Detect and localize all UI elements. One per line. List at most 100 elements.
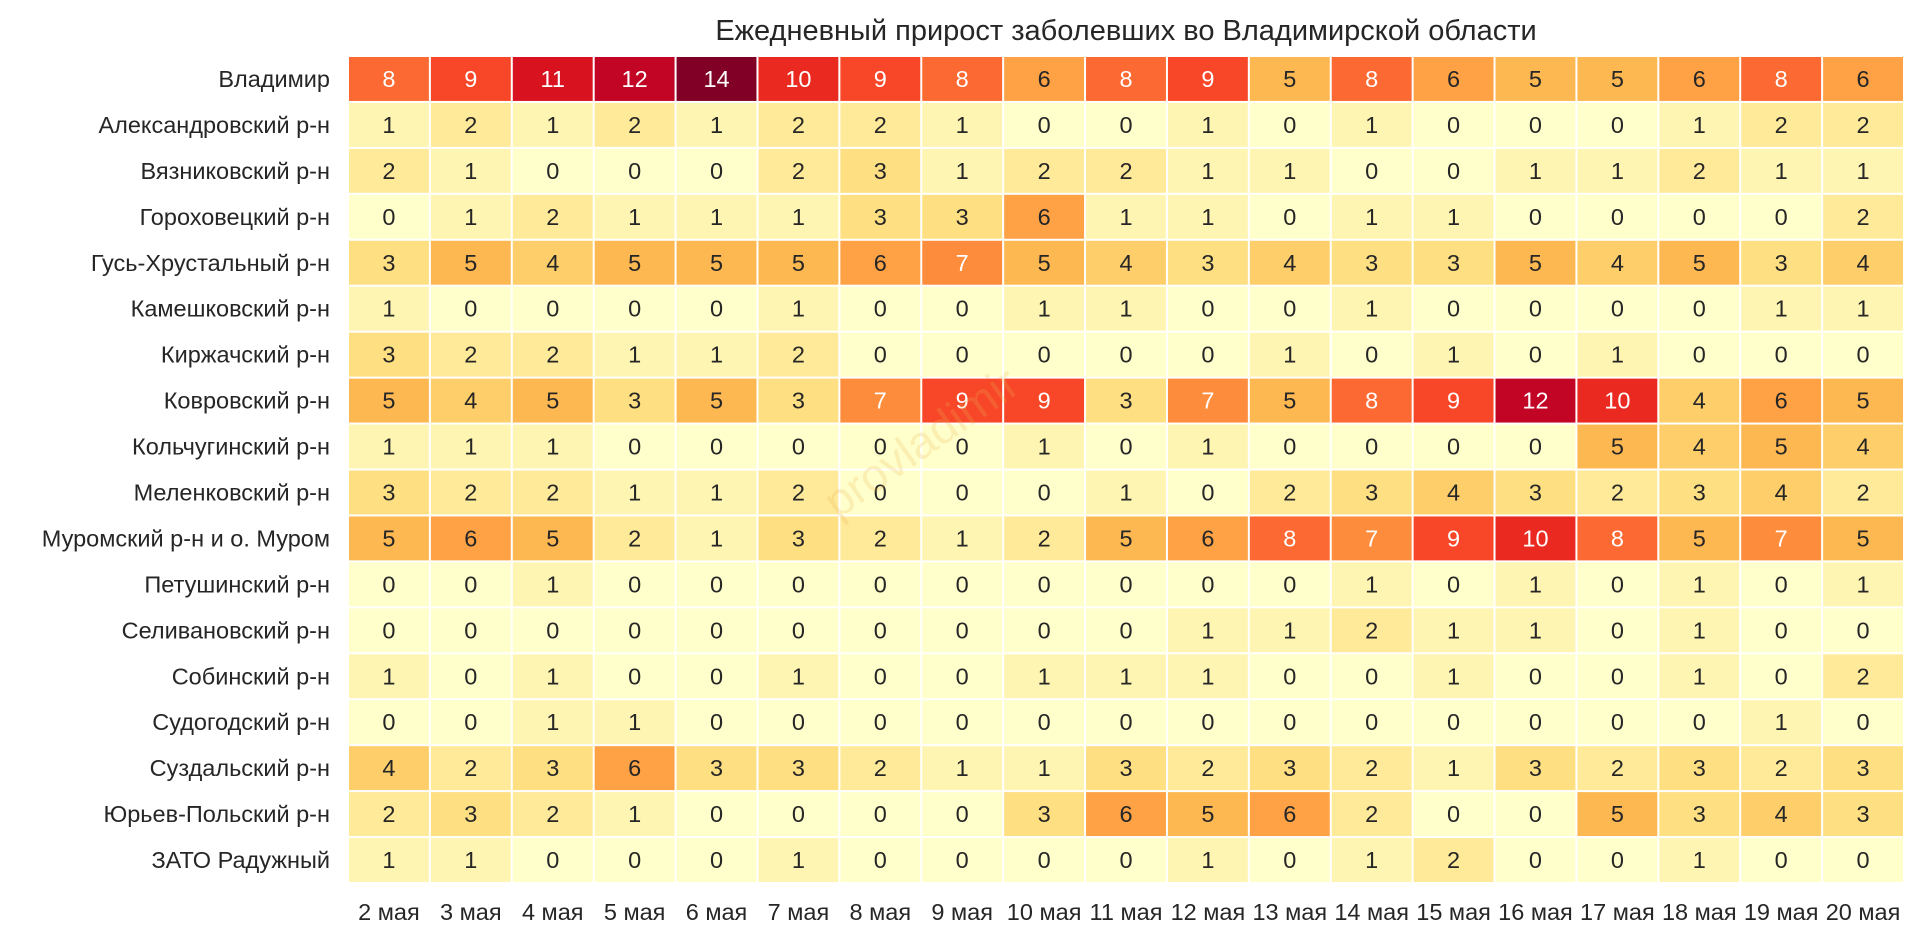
cell-value-label: 0 [1693,342,1706,368]
cell-value-label: 1 [792,663,805,689]
cell-value-label: 0 [1283,434,1296,460]
heatmap-cell [922,102,1003,147]
cell-value-label: 9 [1447,525,1460,551]
cell-value-label: 0 [628,663,641,689]
cell-value-label: 0 [1447,112,1460,138]
heatmap-cell [1004,332,1085,377]
heatmap-cell [512,746,593,791]
cell-value-label: 0 [464,617,477,643]
heatmap-cell [594,240,675,285]
cell-value-label: 1 [956,755,969,781]
heatmap-cell [1577,102,1658,147]
cell-value-label: 2 [874,525,887,551]
cell-value-label: 0 [1775,617,1788,643]
heatmap-cell [594,608,675,653]
heatmap-cell [676,792,757,837]
heatmap-cell [840,378,921,423]
heatmap-cell [1086,700,1166,745]
heatmap-cell [758,424,839,469]
cell-value-label: 0 [628,296,641,322]
cell-value-label: 5 [1693,250,1706,276]
heatmap-cell [512,470,593,515]
heatmap-cell [594,792,675,837]
heatmap-cell [758,746,839,791]
row-labels: Владимир Александровский р-н Вязниковский … [42,66,330,873]
heatmap-cell [594,516,675,561]
cell-value-label: 0 [1201,479,1214,505]
heatmap-cell [1004,838,1085,882]
cell-value-label: 3 [1857,755,1870,781]
cell-value-label: 5 [1857,525,1870,551]
heatmap-cell [922,378,1003,423]
heatmap-cell [349,562,429,607]
cell-value-label: 0 [1529,801,1542,827]
cell-value-label: 0 [1365,342,1378,368]
heatmap-cell [1741,654,1822,699]
cell-value-label: 2 [1857,479,1870,505]
heatmap-cell [922,516,1003,561]
cell-value-label: 0 [1283,296,1296,322]
cell-value-label: 1 [628,342,641,368]
heatmap-cell [512,378,593,423]
heatmap-cell [1659,286,1740,331]
heatmap-cell [512,57,593,101]
heatmap-cell [512,424,593,469]
heatmap-cell [676,57,757,101]
cell-value-label: 0 [1365,709,1378,735]
cell-value-label: 1 [1857,571,1870,597]
cell-value-label: 0 [1038,617,1051,643]
heatmap-cell [1741,332,1822,377]
cell-value-label: 2 [1447,847,1460,873]
cell-value-label: 2 [1038,158,1051,184]
cell-value-label: 0 [710,663,723,689]
cell-value-label: 2 [546,801,559,827]
cell-value-label: 14 [703,66,729,92]
cell-value-label: 9 [1201,66,1214,92]
cell-value-label: 8 [1775,66,1788,92]
heatmap-cell [1086,194,1166,239]
cell-value-label: 3 [874,158,887,184]
heatmap-cell [922,286,1003,331]
row-tick-label: Камешковский р-н [131,296,330,322]
heatmap-cell [840,57,921,101]
cell-value-label: 0 [1283,663,1296,689]
cell-value-label: 3 [874,204,887,230]
heatmap-cell [676,516,757,561]
cell-value-label: 4 [1693,388,1706,414]
cell-value-label: 1 [1447,342,1460,368]
cell-value-label: 1 [1529,158,1542,184]
cell-value-label: 2 [382,158,395,184]
heatmap-cell [1495,57,1576,101]
heatmap-cell [1741,424,1822,469]
column-tick-label: 20 мая [1826,899,1901,925]
cell-value-label: 0 [792,709,805,735]
cell-value-label: 6 [1693,66,1706,92]
heatmap-cell [1823,57,1903,101]
heatmap-cell [676,470,757,515]
heatmap-cell [1659,102,1740,147]
cell-value-label: 7 [1365,525,1378,551]
cell-value-label: 2 [1857,204,1870,230]
heatmap-cell [512,148,593,193]
cell-value-label: 3 [792,525,805,551]
heatmap-cell [1086,838,1166,882]
heatmap-cell [922,562,1003,607]
heatmap-cell [1495,102,1576,147]
heatmap-cell [840,470,921,515]
cell-value-label: 0 [1119,847,1132,873]
heatmap-cell [1249,286,1330,331]
heatmap-cell [1086,286,1166,331]
heatmap-cell [1495,424,1576,469]
heatmap-cell [1823,148,1903,193]
heatmap-cell [349,194,429,239]
cell-value-label: 0 [1038,479,1051,505]
cell-value-label: 3 [1529,479,1542,505]
cell-value-label: 3 [1447,250,1460,276]
heatmap-cell [1249,240,1330,285]
heatmap-cell [349,608,429,653]
heatmap-cell [758,792,839,837]
heatmap-cell [1413,332,1494,377]
cell-value-label: 8 [382,66,395,92]
heatmap-cell [1086,102,1166,147]
